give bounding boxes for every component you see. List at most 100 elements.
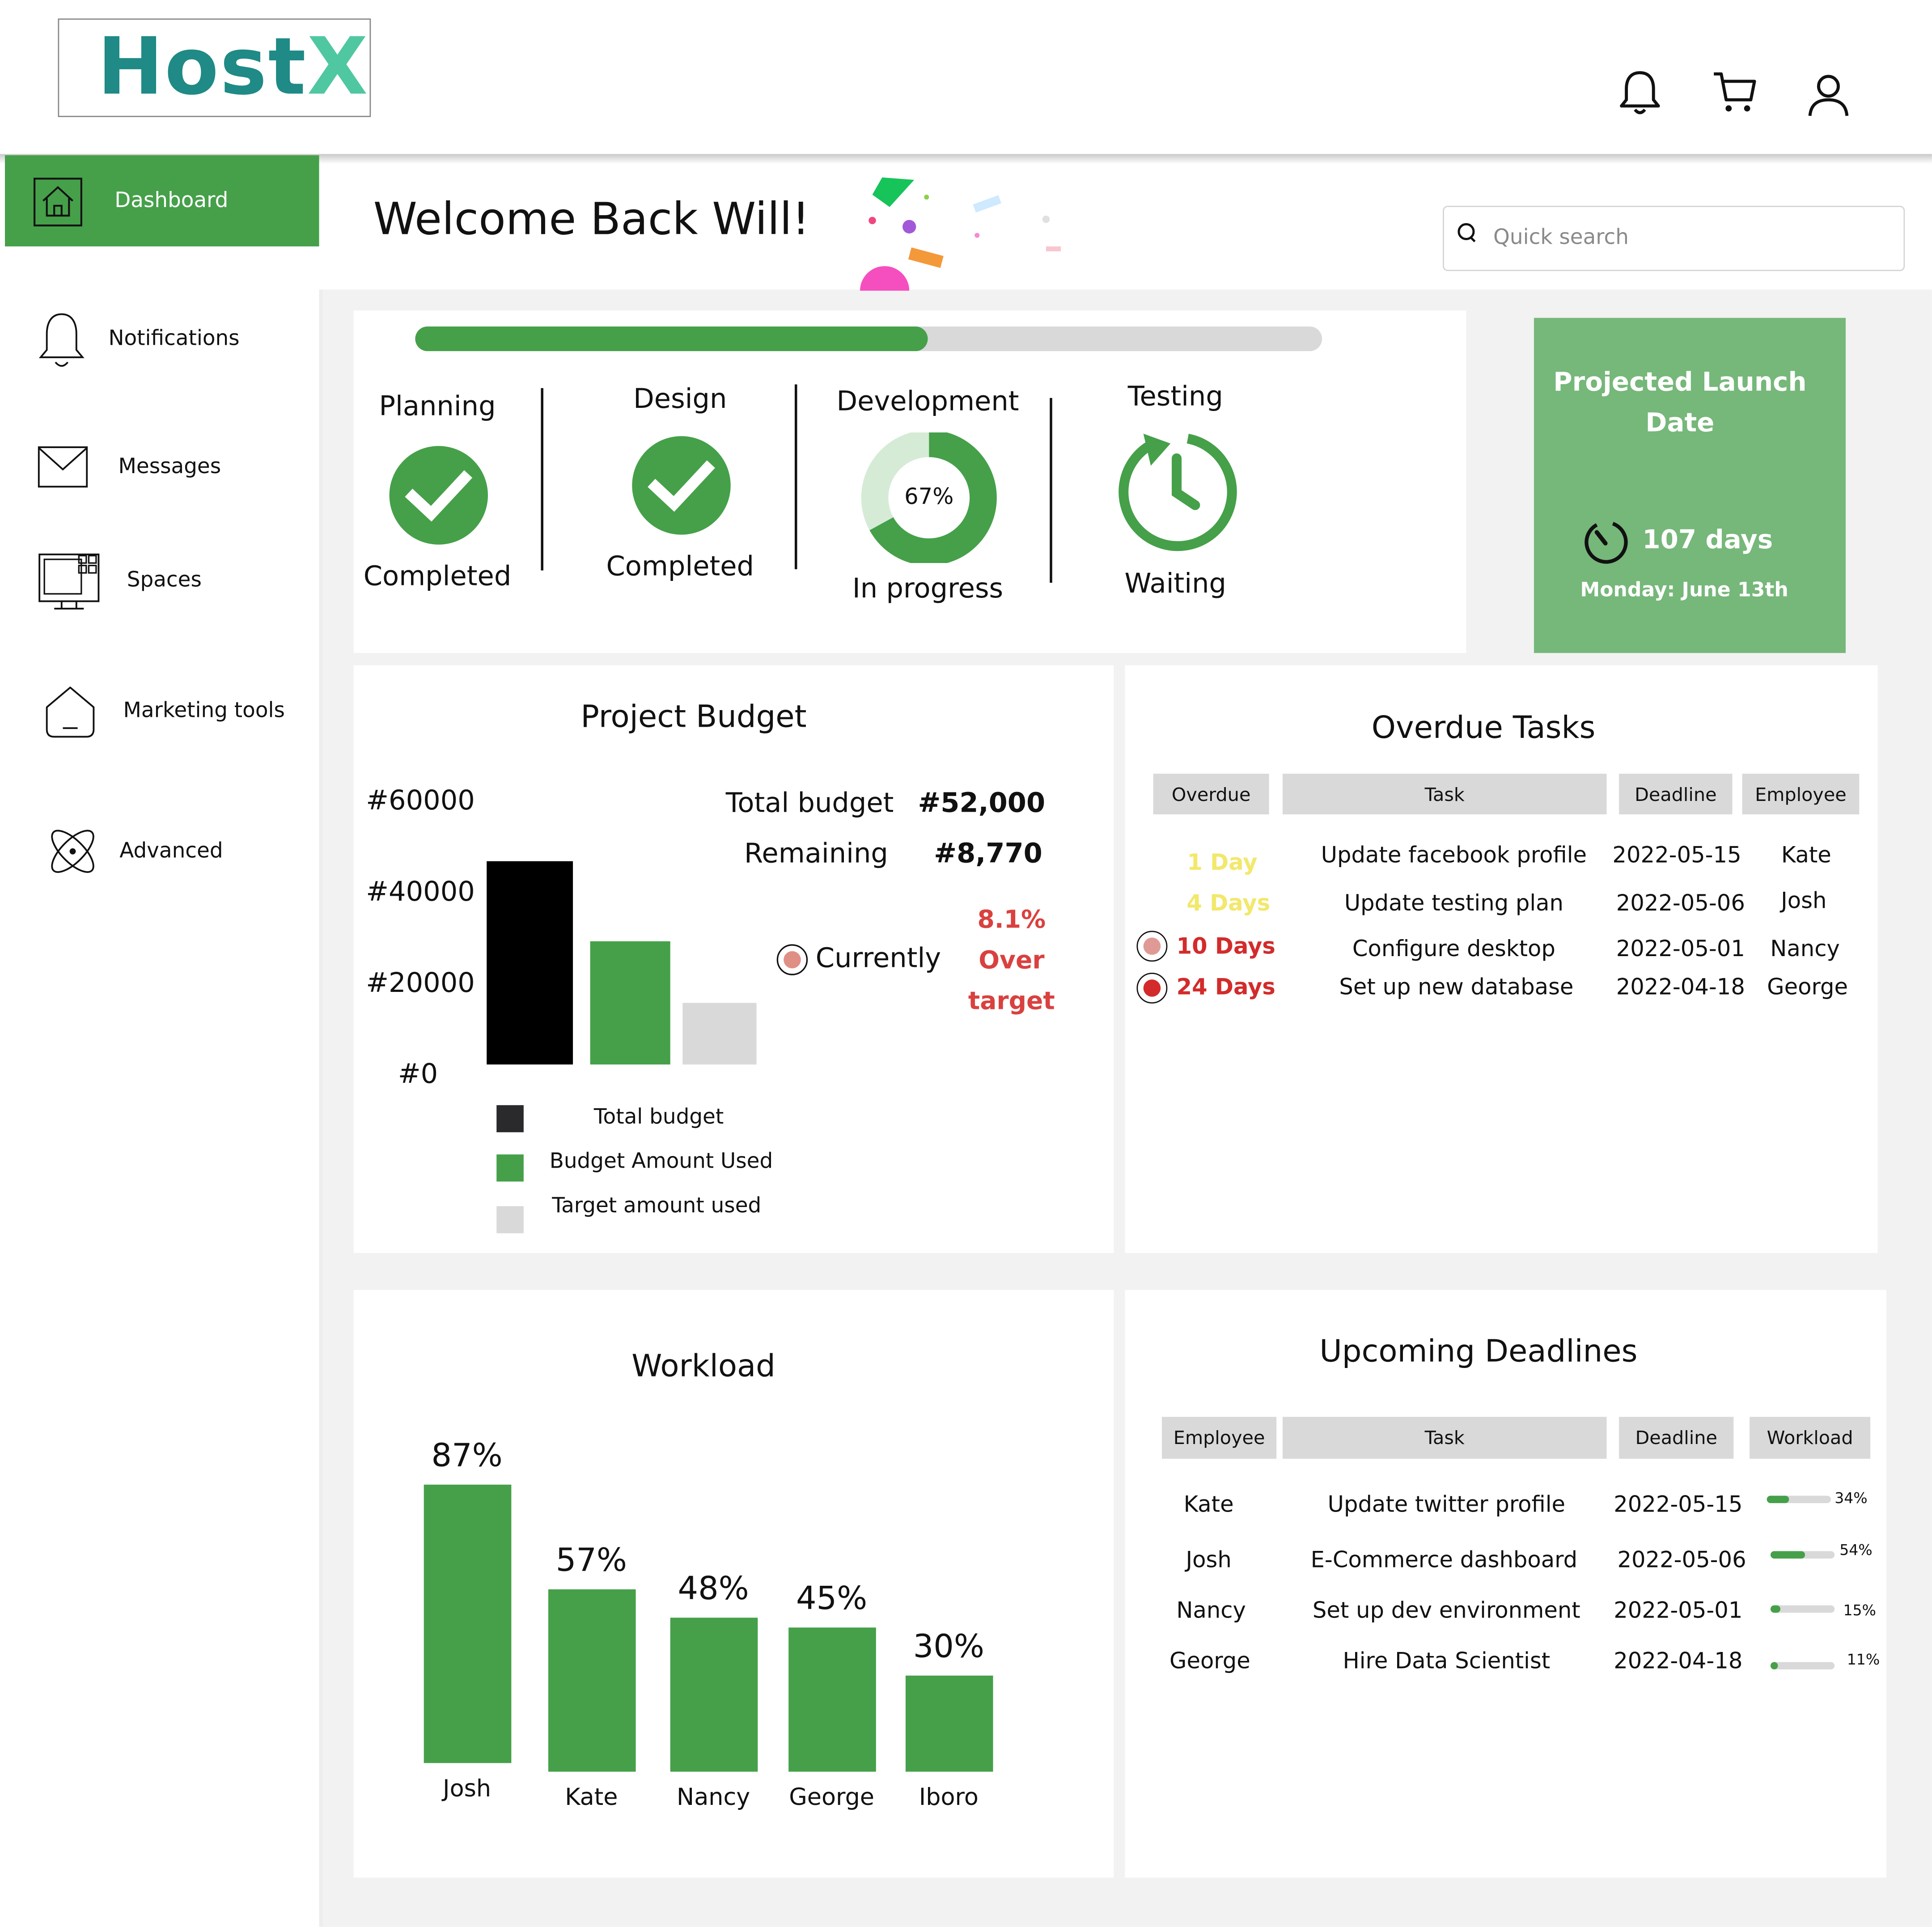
workload-percent: 54% [1839,1541,1873,1559]
budget-bar [682,1003,757,1065]
column-header-employee[interactable]: Employee [1742,774,1860,815]
workload-employee-label: Josh [443,1775,491,1803]
remaining-value: #8,770 [934,839,1042,870]
budget-chart-plot [480,776,770,1065]
launch-date-card [1534,318,1846,653]
workload-bar [905,1675,993,1772]
column-header-deadline[interactable]: Deadline [1619,1417,1734,1459]
employee: George [1169,1648,1250,1675]
workload-value-label: 57% [555,1542,627,1580]
sidebar-divider [319,289,323,1927]
overdue-days: 1 Day [1187,850,1258,876]
workload-value-label: 48% [678,1571,749,1608]
bell-icon[interactable] [1615,68,1665,117]
column-header-task[interactable]: Task [1282,1417,1607,1459]
search-icon [1455,220,1480,245]
legend-swatch-used [496,1154,524,1182]
total-budget-value: #52,000 [918,788,1046,820]
task-name: Update testing plan [1344,890,1563,917]
currently-label: Currently [815,944,941,975]
overdue-days: 4 Days [1186,890,1271,917]
workload-bar [1767,1495,1831,1503]
sidebar-item-label: Spaces [127,568,202,593]
stage-name-planning: Planning [379,392,496,423]
stage-name-design: Design [633,384,727,415]
over-target-percent: 8.1% [977,904,1046,934]
workload-bar [424,1484,512,1763]
workload-percent: 34% [1835,1489,1868,1507]
column-header-deadline[interactable]: Deadline [1619,774,1733,815]
confetti-decoration [852,175,1064,291]
deadline: 2022-05-06 [1617,1547,1746,1574]
stage-divider [794,384,797,569]
column-header-workload[interactable]: Workload [1750,1417,1871,1459]
workload-value-label: 30% [913,1629,984,1666]
bell-icon [37,310,86,372]
budget-ytick: #0 [398,1059,438,1091]
budget-title: Project Budget [580,699,807,734]
logo[interactable]: HostX [97,22,369,114]
task-name: Set up new database [1339,974,1574,1001]
check-circle-icon [631,435,732,536]
task-name: Set up dev environment [1312,1598,1580,1624]
deadline: 2022-05-15 [1614,1492,1743,1518]
employee: Nancy [1176,1598,1246,1624]
deadline: 2022-05-15 [1612,843,1741,869]
progress-donut-arc [861,430,997,566]
status-dot-icon [1136,930,1168,962]
cart-icon[interactable] [1710,68,1759,117]
over-target-text: target [968,986,1055,1016]
workload-percent: 15% [1843,1601,1876,1619]
deadline: 2022-05-01 [1616,936,1745,962]
workload-bar [548,1589,636,1772]
sidebar-item-advanced[interactable]: Advanced [5,818,319,887]
search-input[interactable] [1491,221,1890,254]
launch-title-line2: Date [1645,407,1715,438]
budget-bar [590,941,670,1065]
employee: Nancy [1770,936,1840,962]
sidebar-item-spaces[interactable]: Spaces [5,546,319,617]
sidebar-item-messages[interactable]: Messages [5,437,319,499]
upcoming-deadlines-card [1125,1290,1886,1878]
stage-divider [1050,398,1052,583]
sidebar-item-label: Advanced [119,839,223,864]
sidebar-item-label: Dashboard [114,188,229,213]
legend-label-total: Total budget [593,1105,724,1130]
workload-employee-label: Iboro [919,1784,979,1811]
workload-employee-label: Nancy [677,1784,750,1811]
launch-title-line1: Projected Launch [1553,367,1807,397]
clock-refresh-icon [1116,429,1237,557]
sidebar-item-dashboard[interactable]: Dashboard [5,155,319,246]
sidebar-item-marketing-tools[interactable]: Marketing tools [5,678,319,746]
atom-icon [44,823,101,880]
column-header-employee[interactable]: Employee [1161,1417,1277,1459]
workload-bar [1770,1551,1835,1559]
legend-swatch-total [496,1105,524,1132]
development-percent: 67% [904,484,954,510]
header-divider [0,154,1932,164]
progress-donut [859,430,999,566]
stage-status-development: In progress [852,574,1004,605]
overall-progress-bar [415,326,1322,352]
workload-bar [788,1627,876,1772]
project-progress-card [353,310,1466,653]
column-header-overdue[interactable]: Overdue [1153,774,1269,815]
employee: Kate [1183,1492,1234,1518]
page-title: Welcome Back Will! [373,195,810,246]
logo-box [58,18,371,117]
logo-main-text: Host [97,22,307,114]
task-name: Update twitter profile [1327,1492,1566,1518]
stage-status-testing: Waiting [1124,569,1227,600]
stage-status-planning: Completed [363,562,512,593]
budget-ytick: #60000 [366,786,475,817]
user-icon[interactable] [1804,70,1853,119]
workload-bar-fill [1767,1495,1789,1503]
workload-value-label: 45% [796,1580,868,1618]
overdue-title: Overdue Tasks [1371,709,1596,745]
check-circle-icon [388,445,489,546]
budget-ytick: #20000 [366,968,475,999]
sidebar-item-notifications[interactable]: Notifications [5,305,319,377]
envelope-icon [37,445,89,489]
column-header-task[interactable]: Task [1282,774,1607,815]
workload-percent: 11% [1847,1651,1880,1669]
